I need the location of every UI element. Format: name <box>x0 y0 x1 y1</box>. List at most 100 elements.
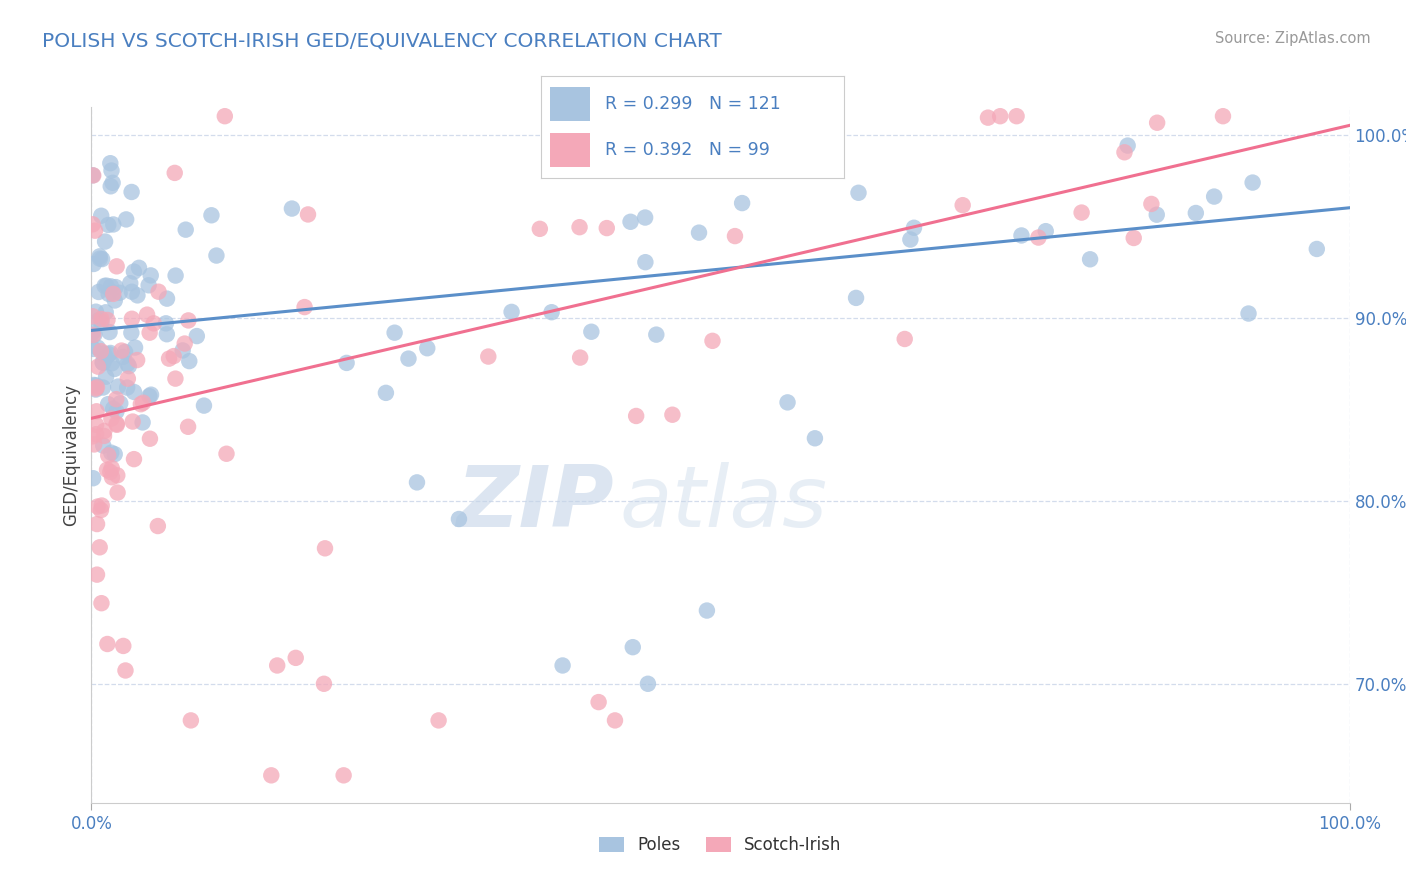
Point <box>1212 109 1234 123</box>
Point <box>139 268 162 283</box>
Point <box>688 226 710 240</box>
Point <box>1005 109 1028 123</box>
Point <box>845 291 868 305</box>
Point <box>121 285 143 299</box>
Point <box>501 305 523 319</box>
Point <box>100 179 122 194</box>
Point <box>1241 176 1264 190</box>
Point <box>200 208 222 222</box>
Point <box>86 500 108 514</box>
Text: R = 0.299   N = 121: R = 0.299 N = 121 <box>605 95 780 113</box>
Point <box>91 355 114 369</box>
Point <box>104 280 127 294</box>
Point <box>163 166 186 180</box>
Point <box>103 218 125 232</box>
Point <box>112 350 135 364</box>
Point <box>82 471 104 485</box>
Point <box>101 470 124 484</box>
Point <box>173 336 195 351</box>
Point <box>529 222 551 236</box>
Point <box>103 286 125 301</box>
Point <box>100 279 122 293</box>
Point <box>112 639 135 653</box>
Point <box>551 658 574 673</box>
Point <box>128 260 150 275</box>
Point <box>105 392 128 407</box>
Point <box>621 640 644 655</box>
Point <box>637 677 659 691</box>
Point <box>127 288 149 302</box>
Text: R = 0.392   N = 99: R = 0.392 N = 99 <box>605 141 769 159</box>
Point <box>384 326 406 340</box>
Point <box>90 503 112 517</box>
Point <box>83 378 105 392</box>
Point <box>1204 189 1226 203</box>
Point <box>105 468 128 483</box>
Point <box>97 286 120 301</box>
Point <box>165 371 187 385</box>
Point <box>104 362 127 376</box>
Point <box>214 109 236 123</box>
Point <box>86 517 108 532</box>
Point <box>1011 228 1033 243</box>
Point <box>82 217 104 231</box>
Point <box>94 305 117 319</box>
Point <box>336 356 359 370</box>
Point <box>122 452 145 467</box>
Text: ZIP: ZIP <box>456 462 613 545</box>
Point <box>82 429 104 443</box>
Point <box>124 341 146 355</box>
Y-axis label: GED/Equivalency: GED/Equivalency <box>62 384 80 526</box>
Point <box>977 111 1000 125</box>
Point <box>83 257 105 271</box>
Point <box>97 347 120 361</box>
Point <box>138 326 160 340</box>
Point <box>83 437 105 451</box>
Point <box>177 313 200 327</box>
Point <box>702 334 724 348</box>
Point <box>903 220 925 235</box>
Point <box>82 328 104 343</box>
Point <box>122 264 145 278</box>
Point <box>118 359 141 373</box>
Point <box>645 327 668 342</box>
Point <box>114 345 136 359</box>
Point <box>131 416 153 430</box>
Point <box>82 326 104 340</box>
Point <box>100 445 122 459</box>
Point <box>127 353 149 368</box>
Point <box>284 651 307 665</box>
Point <box>84 304 107 318</box>
Point <box>174 222 197 236</box>
Point <box>180 714 202 728</box>
Point <box>603 714 626 728</box>
Point <box>110 396 132 410</box>
Point <box>96 463 118 477</box>
Point <box>84 224 107 238</box>
Point <box>94 351 117 365</box>
Point <box>86 404 108 418</box>
Point <box>142 316 165 330</box>
Point <box>132 395 155 409</box>
Point <box>84 417 107 432</box>
Point <box>157 351 180 366</box>
Point <box>90 344 112 359</box>
Point <box>98 156 121 170</box>
Point <box>96 637 118 651</box>
Point <box>101 176 124 190</box>
Point <box>100 461 122 475</box>
Point <box>1078 252 1101 267</box>
Point <box>98 346 121 360</box>
Text: POLISH VS SCOTCH-IRISH GED/EQUIVALENCY CORRELATION CHART: POLISH VS SCOTCH-IRISH GED/EQUIVALENCY C… <box>42 31 721 50</box>
Point <box>447 512 470 526</box>
Bar <box>550 87 589 121</box>
Point <box>138 278 160 293</box>
Point <box>96 278 118 293</box>
Point <box>619 215 641 229</box>
Point <box>98 465 121 479</box>
Point <box>97 218 120 232</box>
Point <box>104 447 127 461</box>
Point <box>148 285 170 299</box>
Point <box>139 432 162 446</box>
Point <box>138 389 160 403</box>
